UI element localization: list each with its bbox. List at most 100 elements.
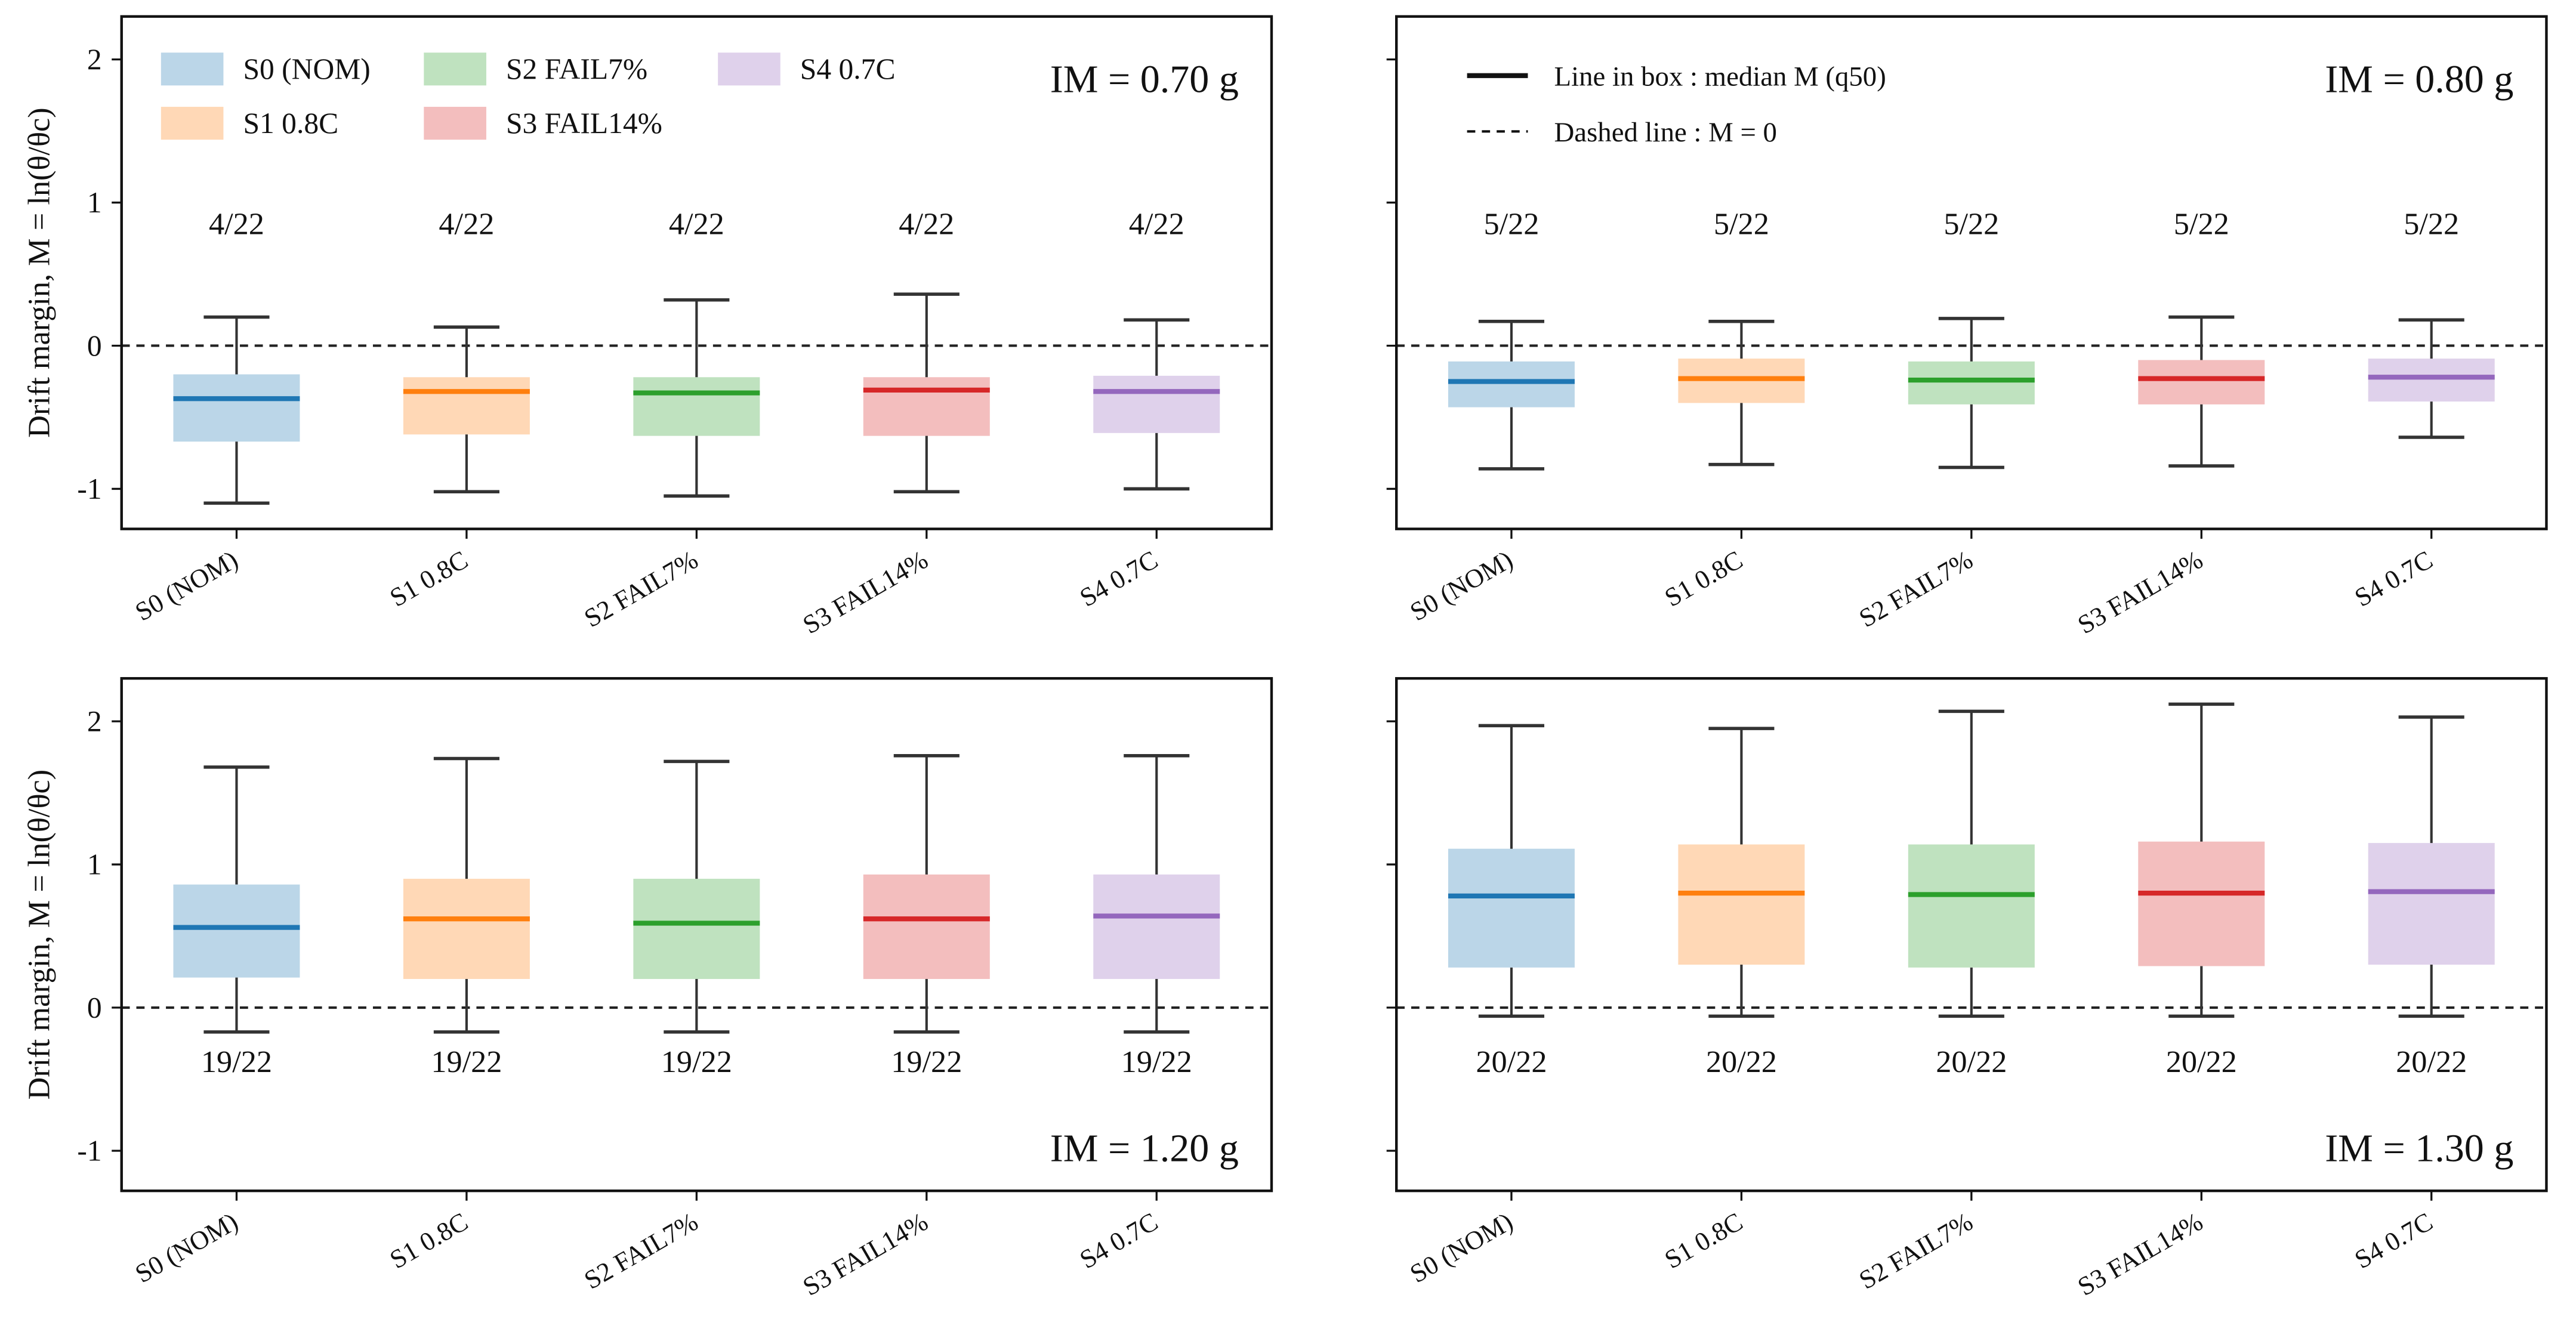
im-label: IM = 1.30 g bbox=[2325, 1127, 2513, 1170]
count-label: 5/22 bbox=[2174, 206, 2229, 241]
x-tick-label: S3 FAIL14% bbox=[798, 545, 933, 640]
box-iqr bbox=[1678, 844, 1805, 965]
subplot-4: 20/22 S0 (NOM) 20/22 S1 0.8C 20/22 S2 FAIL7% 2… bbox=[1386, 677, 2548, 1302]
count-label: 5/22 bbox=[2404, 206, 2459, 241]
box-iqr bbox=[2368, 843, 2495, 965]
box-iqr bbox=[1093, 874, 1220, 980]
box-2: 19/22 bbox=[403, 756, 530, 1079]
x-tick-label: S0 (NOM) bbox=[130, 1207, 243, 1289]
box-5: 5/22 bbox=[2368, 206, 2495, 439]
axes-frame bbox=[1395, 677, 2548, 1193]
x-tick-label: S4 0.7C bbox=[1075, 545, 1162, 612]
y-tick-label: 0 bbox=[87, 329, 102, 362]
box-1: 4/22 bbox=[173, 206, 300, 505]
count-label: 19/22 bbox=[431, 1045, 502, 1079]
x-tick-label: S4 0.7C bbox=[2350, 1207, 2438, 1274]
legend-label: Dashed line : M = 0 bbox=[1554, 117, 1777, 148]
box-iqr bbox=[633, 879, 760, 980]
box-2: 5/22 bbox=[1678, 206, 1805, 467]
x-tick-label: S4 0.7C bbox=[1075, 1207, 1162, 1274]
box-iqr bbox=[1093, 375, 1220, 433]
subplot-2: 5/22 S0 (NOM) 5/22 S1 0.8C 5/22 S2 FAIL7% 5/22… bbox=[1386, 15, 2548, 640]
box-iqr bbox=[1908, 361, 2035, 404]
x-tick-label: S1 0.8C bbox=[1659, 545, 1747, 612]
box-iqr bbox=[173, 884, 300, 978]
y-axis-label: Drift margin, M = ln(θ/θc) bbox=[22, 770, 57, 1100]
count-label: 4/22 bbox=[439, 206, 494, 241]
axes-frame bbox=[1395, 15, 2548, 530]
count-label: 5/22 bbox=[1483, 206, 1539, 241]
x-tick-label: S1 0.8C bbox=[385, 545, 473, 612]
box-iqr bbox=[403, 377, 530, 435]
y-tick-label: 2 bbox=[87, 43, 102, 76]
x-tick-label: S4 0.7C bbox=[2350, 545, 2438, 612]
im-label: IM = 0.70 g bbox=[1050, 57, 1239, 101]
x-tick-label: S0 (NOM) bbox=[1405, 1207, 1518, 1289]
x-tick-label: S2 FAIL7% bbox=[1854, 1207, 1977, 1295]
box-5: 19/22 bbox=[1093, 753, 1220, 1079]
subplot-1: 4/22 S0 (NOM) 4/22 S1 0.8C 4/22 S2 FAIL7% 4/22… bbox=[22, 15, 1273, 640]
x-tick-label: S2 FAIL7% bbox=[579, 545, 703, 633]
box-iqr bbox=[633, 377, 760, 436]
axes-frame bbox=[120, 677, 1273, 1193]
box-1: 5/22 bbox=[1448, 206, 1575, 471]
legend-swatch bbox=[424, 107, 486, 140]
legend-swatch bbox=[161, 107, 224, 140]
count-label: 4/22 bbox=[669, 206, 724, 241]
count-label: 20/22 bbox=[1706, 1045, 1777, 1079]
x-tick-label: S0 (NOM) bbox=[130, 545, 243, 626]
y-tick-label: 1 bbox=[87, 186, 102, 219]
x-tick-label: S3 FAIL14% bbox=[798, 1207, 933, 1302]
count-label: 20/22 bbox=[1476, 1045, 1547, 1079]
count-label: 19/22 bbox=[661, 1045, 732, 1079]
count-label: 19/22 bbox=[201, 1045, 272, 1079]
subplot-3: 19/22 S0 (NOM) 19/22 S1 0.8C 19/22 S2 FAIL7% 1… bbox=[22, 677, 1273, 1302]
count-label: 20/22 bbox=[1936, 1045, 2007, 1079]
box-3: 19/22 bbox=[633, 759, 760, 1079]
x-tick-label: S1 0.8C bbox=[1659, 1207, 1747, 1274]
legend: S0 (NOM) S1 0.8C S2 FAIL7% S3 FAIL14% S4 0.7… bbox=[161, 52, 896, 140]
im-label: IM = 0.80 g bbox=[2325, 57, 2513, 101]
box-3: 20/22 bbox=[1908, 709, 2035, 1079]
count-label: 19/22 bbox=[891, 1045, 962, 1079]
legend-label: Line in box : median M (q50) bbox=[1554, 61, 1886, 92]
y-axis-label: Drift margin, M = ln(θ/θc) bbox=[22, 107, 57, 438]
box-iqr bbox=[1448, 361, 1575, 407]
box-iqr bbox=[173, 374, 300, 442]
x-tick-label: S2 FAIL7% bbox=[1854, 545, 1977, 633]
x-tick-label: S3 FAIL14% bbox=[2073, 1207, 2208, 1302]
legend-swatch bbox=[161, 52, 224, 86]
box-2: 20/22 bbox=[1678, 727, 1805, 1079]
box-4: 4/22 bbox=[863, 206, 990, 493]
count-label: 4/22 bbox=[209, 206, 264, 241]
legend-label: S1 0.8C bbox=[243, 107, 338, 140]
count-label: 5/22 bbox=[1714, 206, 1769, 241]
count-label: 5/22 bbox=[1943, 206, 1999, 241]
box-4: 19/22 bbox=[863, 753, 990, 1079]
box-1: 19/22 bbox=[173, 765, 300, 1079]
legend-label: S2 FAIL7% bbox=[506, 52, 647, 85]
x-tick-label: S2 FAIL7% bbox=[579, 1207, 703, 1295]
count-label: 20/22 bbox=[2396, 1045, 2467, 1079]
y-tick-label: -1 bbox=[77, 1134, 101, 1167]
box-iqr bbox=[2138, 360, 2265, 404]
box-iqr bbox=[1908, 844, 2035, 968]
box-3: 4/22 bbox=[633, 206, 760, 498]
count-label: 20/22 bbox=[2166, 1045, 2237, 1079]
legend-label: S0 (NOM) bbox=[243, 52, 370, 85]
box-1: 20/22 bbox=[1448, 724, 1575, 1079]
box-2: 4/22 bbox=[403, 206, 530, 493]
count-label: 4/22 bbox=[899, 206, 954, 241]
box-4: 5/22 bbox=[2138, 206, 2265, 468]
box-iqr bbox=[403, 879, 530, 980]
box-iqr bbox=[863, 874, 990, 980]
y-tick-label: 1 bbox=[87, 848, 102, 881]
x-tick-label: S0 (NOM) bbox=[1405, 545, 1518, 626]
x-tick-label: S1 0.8C bbox=[385, 1207, 473, 1274]
im-label: IM = 1.20 g bbox=[1050, 1127, 1239, 1170]
box-3: 5/22 bbox=[1908, 206, 2035, 469]
box-iqr bbox=[2138, 841, 2265, 966]
legend-swatch bbox=[424, 52, 486, 86]
box-iqr bbox=[1448, 848, 1575, 968]
